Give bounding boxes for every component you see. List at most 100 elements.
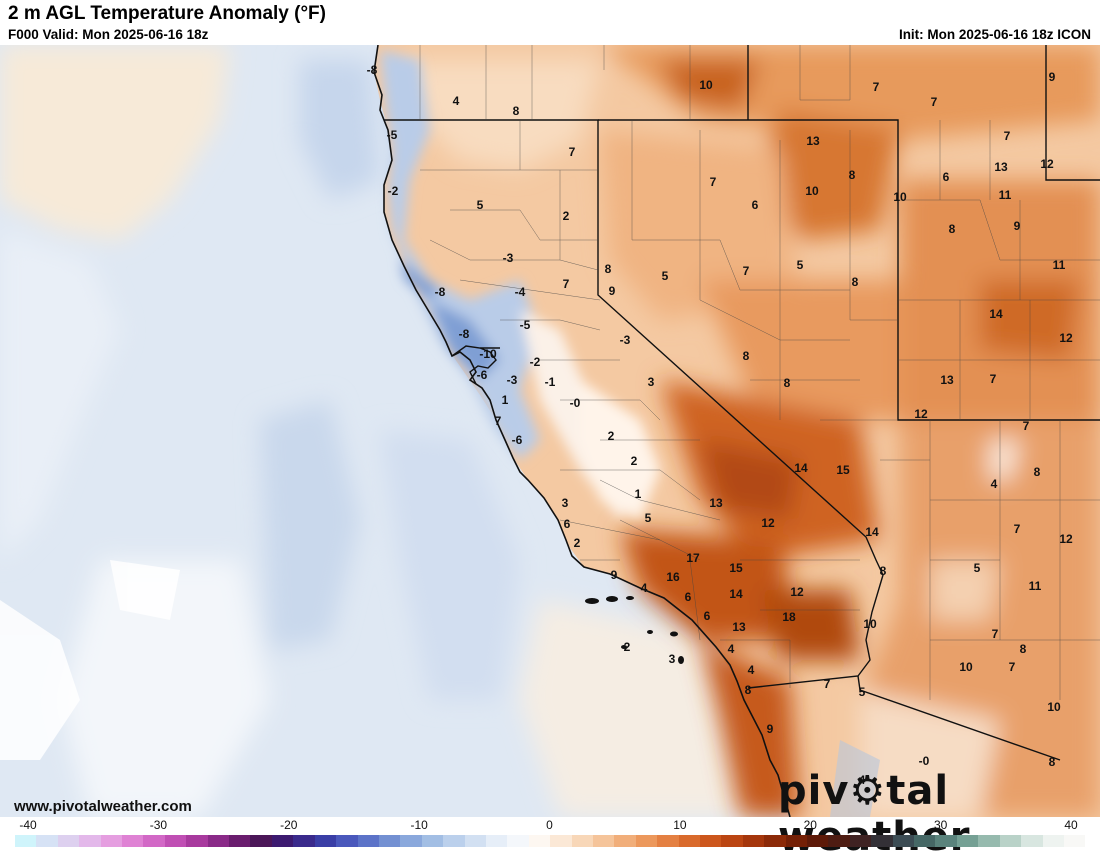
anomaly-label: 8 (852, 275, 859, 289)
colorbar-tick-label: 10 (673, 818, 687, 832)
anomaly-label: 9 (767, 722, 774, 736)
colorbar-swatch (336, 835, 358, 847)
anomaly-label: 7 (1014, 522, 1021, 536)
anomaly-label: 12 (1059, 331, 1073, 345)
anomaly-label: 2 (563, 209, 570, 223)
anomaly-label: 8 (880, 564, 887, 578)
anomaly-label: 10 (1047, 700, 1061, 714)
colorbar-swatch (828, 835, 850, 847)
anomaly-label: 10 (863, 617, 877, 631)
sf-bay (451, 345, 500, 385)
colorbar-swatch (978, 835, 1000, 847)
anomaly-label: -3 (620, 333, 631, 347)
colorbar-swatch (143, 835, 165, 847)
anomaly-label: 8 (949, 222, 956, 236)
colorbar-swatch (400, 835, 422, 847)
colorbar-swatch (999, 835, 1022, 847)
anomaly-label: -8 (435, 285, 446, 299)
anomaly-label: 14 (989, 307, 1003, 321)
colorbar-tick-label: 20 (803, 818, 817, 832)
anomaly-label: 18 (782, 610, 796, 624)
anomaly-label: -6 (512, 433, 523, 447)
anomaly-label: -8 (367, 63, 378, 77)
anomaly-label: 6 (752, 198, 759, 212)
colorbar-swatch (164, 835, 187, 847)
anomaly-label: -8 (459, 327, 470, 341)
anomaly-label: 5 (662, 269, 669, 283)
colorbar-swatch (485, 835, 508, 847)
colorbar-swatch (57, 835, 80, 847)
anomaly-label: -2 (388, 184, 399, 198)
anomaly-label: 2 (608, 429, 615, 443)
anomaly-label: 15 (836, 463, 850, 477)
colorbar-swatch (550, 835, 572, 847)
colorbar-swatch (721, 835, 743, 847)
colorbar-swatch (571, 835, 593, 847)
anomaly-label: 14 (729, 587, 743, 601)
anomaly-label: 8 (513, 104, 520, 118)
colorbar-swatch (293, 835, 315, 847)
anomaly-label: 5 (974, 561, 981, 575)
anomaly-label: 7 (824, 677, 831, 691)
anomaly-label: 11 (1029, 579, 1042, 593)
land-anomaly-shading (400, 45, 1100, 817)
anomaly-label: 13 (940, 373, 954, 387)
anomaly-label: 9 (1049, 70, 1056, 84)
anomaly-label: 12 (914, 407, 928, 421)
anomaly-label: -5 (387, 128, 398, 142)
anomaly-label: 4 (453, 94, 460, 108)
anomaly-label: 2 (624, 640, 631, 654)
colorbar-swatch (378, 835, 401, 847)
anomaly-label: 11 (999, 188, 1012, 202)
county-boundaries (419, 45, 1100, 700)
website-watermark: www.pivotalweather.com (14, 798, 192, 815)
anomaly-label: 2 (631, 454, 638, 468)
colorbar-swatch (271, 835, 294, 847)
colorbar-ticks: -40 -30 -20 -10 0 10 20 30 40 (0, 818, 1100, 834)
anomaly-label: 9 (611, 568, 618, 582)
anomaly-label: 9 (609, 284, 616, 298)
anomaly-label: 11 (1053, 258, 1066, 272)
anomaly-label: 13 (994, 160, 1008, 174)
colorbar-swatch (742, 835, 765, 847)
anomaly-label: 7 (710, 175, 717, 189)
colorbar-tick-label: 40 (1064, 818, 1078, 832)
colorbar-swatch (956, 835, 979, 847)
colorbar (15, 835, 1086, 847)
anomaly-label: 14 (865, 525, 879, 539)
anomaly-label: 12 (1040, 157, 1054, 171)
brand-text-left: piv (778, 768, 850, 814)
colorbar-swatch (314, 835, 337, 847)
anomaly-label: 5 (797, 258, 804, 272)
colorbar-swatch (635, 835, 658, 847)
anomaly-label: 3 (648, 375, 655, 389)
anomaly-label: 9 (1014, 219, 1021, 233)
colorbar-swatch (186, 835, 208, 847)
gear-icon: ⚙ (849, 768, 887, 814)
map-header: 2 m AGL Temperature Anomaly (°F) F000 Va… (0, 0, 1100, 45)
anomaly-label: -6 (477, 368, 488, 382)
anomaly-label: 7 (873, 80, 880, 94)
anomaly-label: 3 (669, 652, 676, 666)
anomaly-label: 6 (704, 609, 711, 623)
colorbar-swatch (229, 835, 251, 847)
colorbar-swatch (1063, 835, 1086, 847)
colorbar-swatch (892, 835, 915, 847)
colorbar-tick-label: -20 (280, 818, 298, 832)
colorbar-swatch (421, 835, 444, 847)
anomaly-label: 4 (728, 642, 735, 656)
state-boundaries (384, 45, 1100, 761)
colorbar-swatch (1021, 835, 1043, 847)
anomaly-label: 5 (645, 511, 652, 525)
anomaly-label: 6 (943, 170, 950, 184)
anomaly-label: 7 (569, 145, 576, 159)
anomaly-label: 7 (743, 264, 750, 278)
colorbar-tick-label: 30 (933, 818, 948, 832)
colorbar-swatch (849, 835, 872, 847)
channel-islands (585, 596, 684, 664)
anomaly-label: 17 (686, 551, 700, 565)
anomaly-label: 1 (502, 393, 509, 407)
anomaly-label: 13 (806, 134, 820, 148)
anomaly-label: 4 (748, 663, 755, 677)
